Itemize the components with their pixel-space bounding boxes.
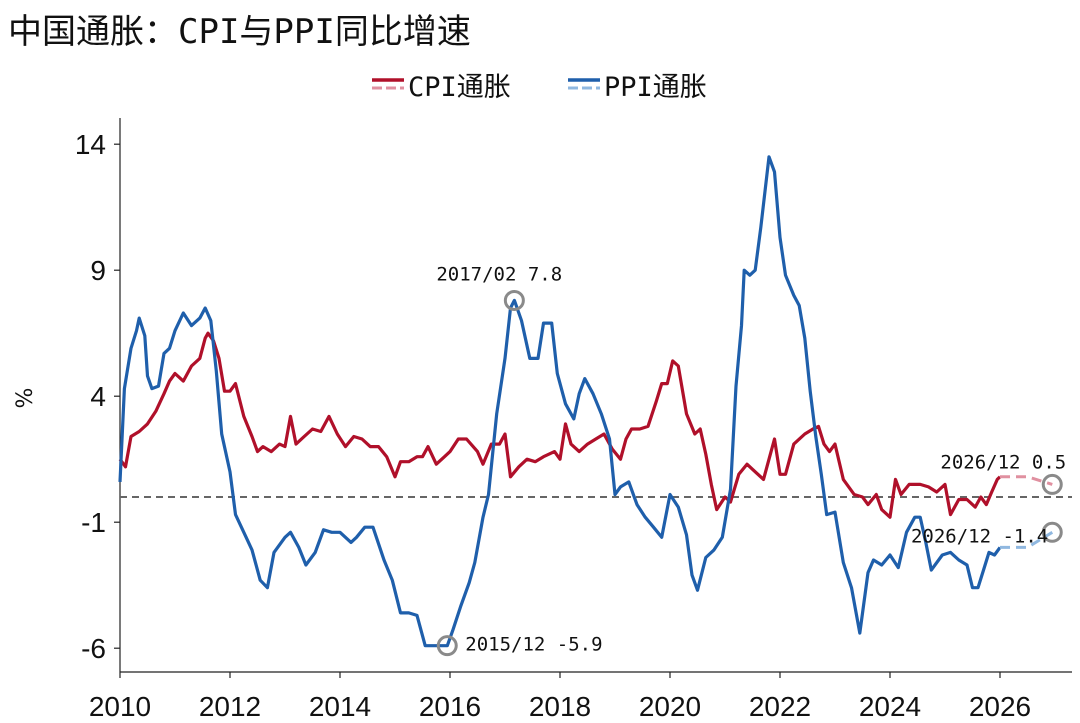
y-axis-label: % [13, 388, 38, 409]
series-line-ppi [118, 155, 1002, 648]
legend-entry-label: CPI通胀 [408, 72, 511, 103]
x-tick-label: 2018 [529, 691, 591, 722]
y-tick-label: 9 [90, 255, 106, 286]
annotation-marker [503, 289, 525, 311]
series-lines [118, 155, 1054, 648]
annotation-marker [436, 635, 458, 657]
annotations: 2017/02 7.8 2015/12 -5.9 2026/12 0.5 2026/1… [436, 263, 1066, 657]
annotation-label: 2017/02 7.8 [436, 263, 562, 285]
x-tick-label: 2012 [199, 691, 261, 722]
series-forecast-ppi [1000, 531, 1054, 549]
x-tick-label: 2014 [309, 691, 371, 722]
annotation-marker [1041, 521, 1063, 543]
annotation-label: 2026/12 -1.4 [911, 525, 1048, 547]
x-tick-label: 2010 [89, 691, 151, 722]
annotation-label: 2015/12 -5.9 [465, 634, 602, 656]
legend-entry-label: PPI通胀 [604, 72, 707, 103]
annotation-marker [1041, 473, 1063, 495]
x-tick-label: 2022 [749, 691, 811, 722]
annotation-label: 2026/12 0.5 [940, 451, 1066, 473]
series-forecast-cpi [1000, 475, 1053, 486]
y-tick-label: -1 [81, 507, 106, 538]
legend: CPI通胀 PPI通胀 [372, 72, 707, 103]
y-tick-label: 14 [75, 129, 106, 160]
axes: 14 9 4 -1 -6 2010 2012 2014 2016 2018 2020 2022 2024… [13, 118, 1072, 722]
x-tick-label: 2020 [639, 691, 701, 722]
x-tick-label: 2024 [859, 691, 921, 722]
y-tick-label: -6 [81, 633, 106, 664]
chart-title: 中国通胀：CPI与PPI同比增速 [8, 12, 471, 52]
x-tick-label: 2026 [969, 691, 1031, 722]
x-tick-label: 2016 [419, 691, 481, 722]
series-line-cpi [118, 331, 1002, 519]
y-tick-label: 4 [90, 381, 106, 412]
